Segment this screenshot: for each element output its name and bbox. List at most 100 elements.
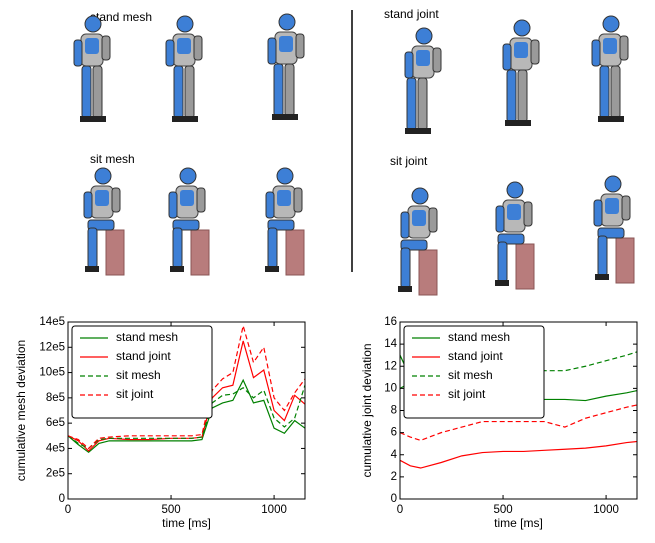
robot-shin <box>172 227 183 269</box>
robot-arm <box>196 187 206 213</box>
robot-figure <box>398 187 438 296</box>
robot-foot <box>598 116 624 122</box>
robot-figure <box>168 167 210 276</box>
robot-thigh <box>400 239 428 251</box>
chair-box <box>190 229 210 276</box>
y-tick-label: 4 <box>391 449 398 461</box>
y-tick-label: 6 <box>391 427 397 439</box>
robot-arm <box>530 39 540 65</box>
x-tick-label: 0 <box>65 504 71 516</box>
y-tick-label: 12e5 <box>39 341 65 353</box>
robot-foot <box>272 114 298 120</box>
chair-box <box>105 229 125 276</box>
legend-label: sit mesh <box>116 368 161 382</box>
robot-arm <box>168 191 178 219</box>
robot-arm <box>428 207 438 233</box>
robot-leg <box>406 77 417 131</box>
robot-figure <box>165 15 203 122</box>
robot-foot <box>495 280 509 286</box>
chair-box <box>615 237 635 284</box>
robot-thigh <box>172 219 200 231</box>
robot-leg <box>173 65 184 119</box>
y-tick-label: 2e5 <box>46 468 65 480</box>
robot-leg <box>184 65 195 119</box>
robot-shin <box>400 247 411 289</box>
robot-arm <box>293 187 303 213</box>
robot-leg <box>599 65 610 119</box>
x-tick-label: 0 <box>397 504 403 516</box>
x-tick-label: 1000 <box>261 504 287 516</box>
data-line <box>400 440 637 469</box>
y-tick-label: 10 <box>384 382 397 394</box>
robot-foot <box>172 116 198 122</box>
panel-label: sit joint <box>390 154 428 168</box>
robot-leg <box>417 77 428 131</box>
robot-figure <box>404 27 442 134</box>
robot-leg <box>284 63 295 117</box>
robot-arm <box>73 39 83 67</box>
robot-figure <box>73 15 111 122</box>
robot-figure <box>267 13 305 120</box>
x-tick-label: 500 <box>493 504 512 516</box>
robot-arm <box>591 39 601 67</box>
robot-figure <box>591 15 629 122</box>
y-tick-label: 6e5 <box>46 417 65 429</box>
legend-label: stand joint <box>448 349 503 363</box>
robot-leg <box>506 69 517 123</box>
x-axis-label: time [ms] <box>162 516 211 530</box>
x-axis-label: time [ms] <box>494 516 543 530</box>
panel-label: stand mesh <box>90 10 152 24</box>
robot-shin <box>497 241 508 283</box>
robot-head <box>176 15 194 33</box>
robot-leg <box>81 65 92 119</box>
chair-box <box>285 229 305 276</box>
robot-chest <box>177 38 191 54</box>
robot-chest <box>603 38 617 54</box>
robot-foot <box>85 266 99 272</box>
robot-shin <box>87 227 98 269</box>
robot-head <box>513 19 531 37</box>
robot-arm <box>83 191 93 219</box>
robot-arm <box>621 195 631 221</box>
panel-label: stand joint <box>384 7 439 21</box>
chair-box <box>418 249 438 296</box>
y-tick-label: 16 <box>384 316 397 328</box>
robot-foot <box>170 266 184 272</box>
robot-arm <box>165 39 175 67</box>
robot-arm <box>267 37 277 65</box>
robot-foot <box>505 120 531 126</box>
legend-label: stand mesh <box>448 330 510 344</box>
robot-chest <box>180 190 194 206</box>
robot-chest <box>85 38 99 54</box>
robot-chest <box>514 42 528 58</box>
robot-arm <box>432 47 442 73</box>
robot-chest <box>279 36 293 52</box>
x-tick-label: 1000 <box>593 504 619 516</box>
robot-head <box>411 187 429 205</box>
robot-chest <box>507 204 521 220</box>
panel-label: sit mesh <box>90 152 135 166</box>
robot-thigh <box>87 219 115 231</box>
legend-label: sit joint <box>116 387 154 401</box>
y-tick-label: 14e5 <box>39 316 65 328</box>
y-tick-label: 4e5 <box>46 442 65 454</box>
robot-foot <box>595 274 609 280</box>
robot-arm <box>400 211 410 239</box>
robot-head <box>84 15 102 33</box>
y-axis-label: cumulative joint deviation <box>360 343 374 477</box>
data-line <box>400 404 637 442</box>
robot-head <box>506 181 524 199</box>
y-tick-label: 0 <box>59 493 65 505</box>
robot-chest <box>605 198 619 214</box>
robot-figure <box>593 175 635 284</box>
y-axis-label: cumulative mesh deviation <box>14 340 28 481</box>
robot-foot <box>265 266 279 272</box>
legend-label: stand joint <box>116 349 171 363</box>
y-tick-label: 0 <box>391 493 397 505</box>
robot-figure <box>265 167 305 276</box>
robot-leg <box>610 65 621 119</box>
robot-arm <box>495 205 505 233</box>
robot-arm <box>502 43 512 71</box>
legend-label: sit mesh <box>448 368 493 382</box>
